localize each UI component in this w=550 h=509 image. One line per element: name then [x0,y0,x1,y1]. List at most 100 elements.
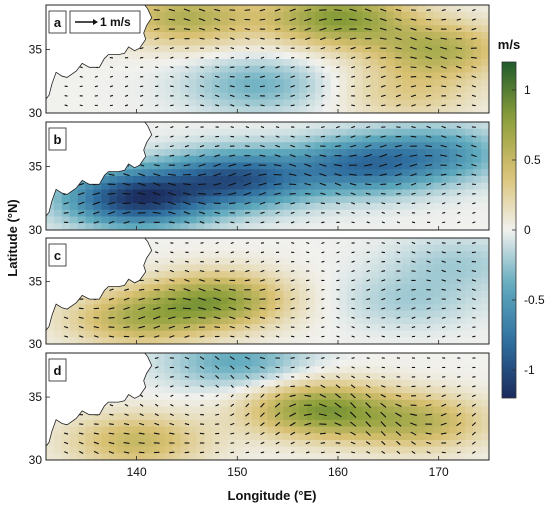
field-cell [156,176,166,184]
field-cell [69,324,79,332]
field-cell [156,128,166,137]
field-cell [465,297,474,305]
field-cell [220,92,229,101]
field-cell [481,135,489,143]
field-cell [188,209,197,218]
field-cell [354,223,364,230]
field-cell [299,359,308,367]
field-cell [401,128,411,137]
wind-vector [471,297,476,301]
field-cell [481,386,489,394]
field-cell [196,149,205,157]
field-cell [394,330,403,338]
field-cell [441,238,451,246]
field-cell [473,79,482,87]
field-cell [133,324,142,332]
field-cell [433,324,443,332]
field-cell [283,433,292,441]
wind-vector [275,66,280,69]
wind-vector [200,66,204,69]
field-cell [441,257,451,266]
field-cell [267,203,277,211]
field-cell [267,162,277,170]
field-cell [370,386,379,394]
field-cell [220,5,229,13]
field-cell [307,238,316,246]
wind-vector [457,326,461,329]
wind-vector [335,202,341,205]
field-cell [235,439,245,448]
field-cell [156,393,166,401]
field-cell [378,251,387,259]
field-cell [394,284,403,292]
field-cell [156,65,166,74]
field-cell [212,92,221,101]
field-cell [61,426,71,434]
wind-vector [441,269,446,273]
field-cell [338,72,348,80]
field-cell [172,317,182,325]
wind-vector [138,432,145,435]
field-cell [212,52,221,60]
field-cell [164,122,174,130]
wind-vector [138,288,145,291]
field-cell [441,271,451,279]
field-cell [220,251,229,259]
field-cell [148,399,158,408]
field-cell [362,439,371,448]
field-cell [322,182,332,191]
field-cell [251,297,261,305]
field-cell [481,106,489,113]
field-cell [362,122,371,130]
field-cell [220,65,229,74]
field-cell [156,238,166,246]
field-cell [425,238,435,246]
field-cell [77,65,87,74]
field-cell [69,216,79,224]
field-cell [386,189,395,197]
field-cell [275,251,284,259]
field-cell [235,52,245,60]
field-cell [164,196,174,204]
wind-vector [441,279,446,282]
field-cell [346,251,356,259]
field-cell [330,257,340,266]
wind-vector [260,104,265,107]
field-cell [140,52,150,60]
wind-vector [394,144,402,148]
field-cell [235,317,245,325]
field-cell [220,128,229,137]
field-cell [156,99,166,107]
field-cell [433,25,443,33]
field-cell [267,386,277,394]
wind-vector [245,393,250,398]
wind-vector [305,279,310,282]
field-cell [148,291,158,299]
field-cell [386,277,395,285]
wind-vector [411,126,416,129]
wind-vector [349,182,357,186]
field-cell [378,149,387,157]
field-cell [227,32,237,40]
wind-vector [289,394,296,397]
field-cell [220,196,229,204]
wind-vector [471,154,477,158]
field-cell [362,291,371,299]
field-cell [133,291,142,299]
wind-vector [154,269,159,273]
field-cell [425,284,435,292]
field-cell [243,373,253,381]
field-cell [354,379,364,388]
field-cell [314,386,324,394]
field-cell [227,122,237,130]
field-cell [449,189,458,197]
wind-vector [275,211,280,215]
wind-vector [456,279,461,282]
wind-vector [471,75,477,79]
field-cell [188,18,197,26]
field-cell [465,149,474,157]
field-cell [69,203,79,211]
field-cell [299,366,308,374]
field-cell [212,155,221,164]
field-cell [394,453,403,460]
